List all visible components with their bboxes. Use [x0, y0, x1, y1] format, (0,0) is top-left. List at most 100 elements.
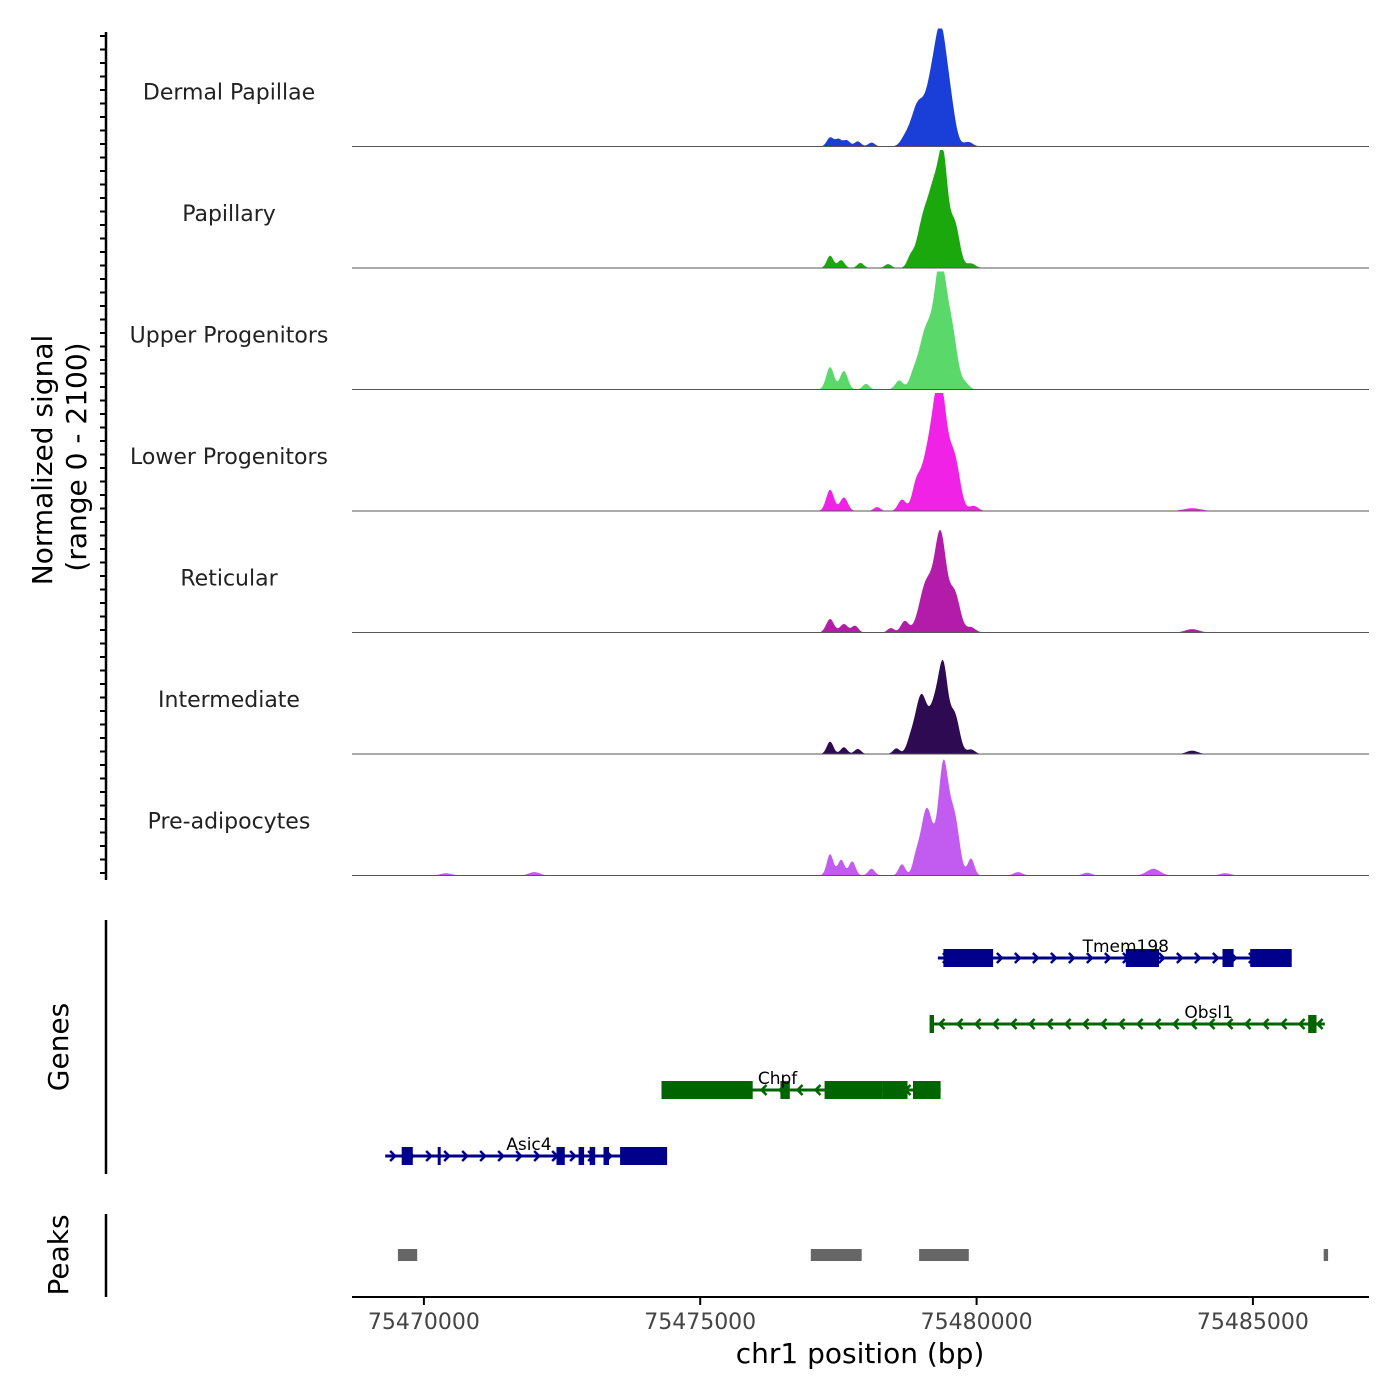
gene-exon — [620, 1147, 668, 1165]
gene-exon — [661, 1081, 753, 1099]
signal-area — [352, 28, 1369, 147]
x-tick-label: 75480000 — [921, 1310, 1033, 1335]
x-tick-label: 75470000 — [368, 1310, 480, 1335]
gene-exon — [929, 1015, 934, 1033]
gene-exon — [913, 1081, 941, 1099]
strand-arrow — [1027, 1018, 1036, 1030]
gene-exon — [1222, 949, 1234, 967]
gene-asic4: Asic4 — [385, 1135, 668, 1165]
strand-arrow — [1207, 1018, 1216, 1030]
strand-arrow — [995, 952, 1004, 964]
strand-arrow — [991, 1018, 1000, 1030]
strand-arrow — [1099, 1018, 1108, 1030]
strand-arrow — [1135, 1018, 1144, 1030]
strand-arrow — [1225, 1018, 1234, 1030]
peak-region — [810, 1249, 862, 1261]
track-reticular: Reticular — [180, 529, 1369, 633]
gene-label: Obsl1 — [1184, 1003, 1233, 1023]
track-label: Reticular — [180, 567, 278, 592]
gene-exon — [824, 1081, 883, 1099]
gene-exon — [589, 1147, 596, 1165]
signal-y-label: Normalized signal — [26, 335, 59, 586]
track-pre-adipocytes: Pre-adipocytes — [148, 759, 1369, 876]
strand-arrow — [1261, 1018, 1270, 1030]
track-label: Intermediate — [158, 688, 300, 713]
gene-exon — [578, 1147, 585, 1165]
x-tick-label: 75475000 — [644, 1310, 756, 1335]
x-axis-ticks: 75470000 75475000 75480000 75485000 — [368, 1297, 1309, 1335]
gene-obsl1: Obsl1 — [929, 1003, 1325, 1033]
strand-arrow — [425, 1150, 433, 1162]
gene-label: Tmem198 — [1082, 937, 1169, 957]
track-intermediate: Intermediate — [158, 660, 1369, 755]
x-axis-label: chr1 position (bp) — [736, 1337, 985, 1370]
coverage-tracks: Dermal Papillae Papillary Upper Progenitor… — [130, 28, 1369, 876]
track-upper-progenitors: Upper Progenitors — [130, 271, 1369, 390]
strand-arrow — [937, 1018, 946, 1030]
strand-arrow — [1009, 1018, 1018, 1030]
signal-area — [352, 271, 1369, 390]
gene-exon — [556, 1147, 565, 1165]
track-lower-progenitors: Lower Progenitors — [130, 393, 1369, 512]
track-label: Papillary — [182, 202, 276, 227]
strand-arrow — [1013, 952, 1022, 964]
peak-region — [1323, 1249, 1329, 1261]
track-papillary: Papillary — [182, 150, 1369, 269]
gene-exon — [1125, 949, 1159, 967]
strand-arrow — [813, 1084, 822, 1096]
strand-arrow — [759, 1084, 768, 1096]
gene-exon — [437, 1147, 441, 1165]
strand-arrow — [1081, 1018, 1090, 1030]
track-label: Dermal Papillae — [143, 81, 315, 106]
strand-arrow — [1279, 1018, 1288, 1030]
strand-arrow — [1031, 952, 1040, 964]
strand-arrow — [1297, 1018, 1306, 1030]
track-label: Upper Progenitors — [130, 324, 329, 349]
strand-arrow — [1315, 1018, 1324, 1030]
strand-arrow — [1063, 1018, 1072, 1030]
strand-arrow — [533, 1150, 541, 1162]
signal-y-axis — [100, 32, 108, 880]
strand-arrow — [569, 1150, 577, 1162]
gene-annotation-track: Tmem198 Obsl1 Chpf Asic4 — [385, 937, 1325, 1165]
strand-arrow — [795, 1084, 804, 1096]
strand-arrow — [1117, 1018, 1126, 1030]
gene-exon — [1308, 1015, 1317, 1033]
strand-arrow — [1067, 952, 1076, 964]
gene-tmem198: Tmem198 — [937, 937, 1292, 967]
gene-exon — [882, 1081, 908, 1099]
peak-region — [397, 1249, 418, 1261]
x-tick-label: 75485000 — [1197, 1310, 1309, 1335]
track-dermal-papillae: Dermal Papillae — [143, 28, 1369, 147]
strand-arrow — [1189, 1018, 1198, 1030]
strand-arrow — [1243, 1018, 1252, 1030]
strand-arrow — [1171, 1018, 1180, 1030]
signal-area — [352, 529, 1369, 633]
strand-arrow — [443, 1150, 451, 1162]
peak-region — [919, 1249, 969, 1261]
track-label: Pre-adipocytes — [148, 810, 311, 835]
strand-arrow — [955, 1018, 964, 1030]
strand-arrow — [1103, 952, 1112, 964]
strand-arrow — [1153, 1018, 1162, 1030]
genes-label: Genes — [42, 1003, 75, 1091]
strand-arrow — [1049, 952, 1058, 964]
gene-exon — [401, 1147, 413, 1165]
peaks-track — [397, 1249, 1329, 1261]
signal-area — [352, 150, 1369, 268]
gene-exon — [780, 1081, 790, 1099]
gene-exon — [1250, 949, 1292, 967]
strand-arrow — [389, 1150, 397, 1162]
strand-arrow — [1175, 952, 1184, 964]
peaks-label: Peaks — [42, 1214, 75, 1295]
strand-arrow — [1193, 952, 1202, 964]
track-label: Lower Progenitors — [130, 445, 328, 470]
signal-area — [352, 660, 1369, 754]
gene-label: Asic4 — [506, 1135, 551, 1155]
strand-arrow — [1045, 1018, 1054, 1030]
strand-arrow — [1211, 952, 1220, 964]
gene-exon — [943, 949, 994, 967]
signal-area — [352, 759, 1369, 876]
gene-label: Chpf — [758, 1069, 798, 1089]
